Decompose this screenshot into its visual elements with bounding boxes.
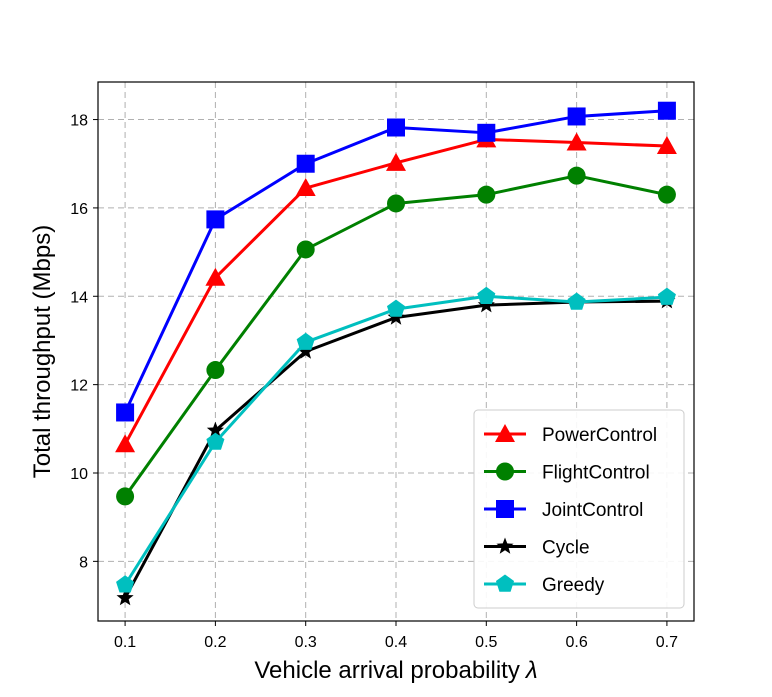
y-tick-label: 16 bbox=[70, 201, 88, 218]
x-tick-label: 0.2 bbox=[204, 634, 226, 651]
x-tick-label: 0.5 bbox=[475, 634, 497, 651]
data-point-flightcontrol bbox=[477, 185, 496, 204]
data-point-cycle bbox=[116, 589, 134, 606]
series-layer bbox=[115, 101, 677, 606]
data-point-powercontrol bbox=[115, 434, 136, 453]
legend-label-powercontrol: PowerControl bbox=[542, 425, 657, 446]
data-point-cycle bbox=[477, 296, 495, 313]
data-point-greedy bbox=[386, 299, 406, 317]
legend-item-greedy: Greedy bbox=[484, 574, 605, 596]
legend-marker-flightcontrol bbox=[496, 462, 514, 481]
x-tick-label: 0.4 bbox=[385, 634, 407, 651]
y-tick-label: 14 bbox=[70, 289, 88, 306]
legend-label-jointcontrol: JointControl bbox=[542, 500, 643, 521]
data-point-flightcontrol bbox=[116, 487, 135, 506]
axis-ticks: 0.1 0.2 0.3 0.4 0.5 0.6 0.7 8 10 12 14 16 18 bbox=[70, 113, 678, 651]
data-point-powercontrol bbox=[656, 136, 677, 155]
legend-item-jointcontrol: JointControl bbox=[484, 500, 643, 521]
data-point-flightcontrol bbox=[206, 361, 225, 380]
legend-item-powercontrol: PowerControl bbox=[484, 424, 657, 446]
data-point-powercontrol bbox=[295, 178, 316, 197]
legend-marker-jointcontrol bbox=[496, 500, 514, 518]
data-point-jointcontrol bbox=[657, 101, 676, 120]
data-point-jointcontrol bbox=[477, 123, 496, 142]
data-point-flightcontrol bbox=[657, 185, 676, 204]
legend-label-flightcontrol: FlightControl bbox=[542, 463, 650, 484]
data-point-jointcontrol bbox=[296, 154, 315, 173]
y-tick-label: 10 bbox=[70, 466, 88, 483]
legend-marker-cycle bbox=[496, 537, 514, 554]
data-point-cycle bbox=[297, 342, 315, 359]
x-axis-label-symbol: λ bbox=[524, 657, 538, 684]
series-jointcontrol bbox=[116, 101, 676, 422]
legend-marker-greedy bbox=[495, 574, 515, 592]
data-point-greedy bbox=[567, 292, 586, 310]
x-axis-label-text: Vehicle arrival probability bbox=[254, 657, 519, 684]
y-tick-label: 12 bbox=[70, 378, 88, 395]
data-point-flightcontrol bbox=[296, 240, 315, 259]
x-tick-label: 0.6 bbox=[565, 634, 587, 651]
legend-item-flightcontrol: FlightControl bbox=[484, 462, 650, 484]
data-point-greedy bbox=[657, 287, 676, 305]
data-point-greedy bbox=[477, 286, 496, 304]
legend-item-cycle: Cycle bbox=[484, 537, 590, 559]
data-point-cycle bbox=[206, 421, 224, 438]
legend: PowerControl FlightControl JointControl Cyc… bbox=[473, 409, 685, 609]
data-point-greedy bbox=[206, 432, 225, 450]
y-tick-label: 8 bbox=[79, 554, 88, 571]
data-point-greedy bbox=[116, 575, 135, 593]
data-point-jointcontrol bbox=[387, 118, 405, 137]
legend-marker-powercontrol bbox=[495, 424, 515, 442]
data-point-jointcontrol bbox=[116, 403, 135, 422]
x-tick-label: 0.7 bbox=[656, 634, 678, 651]
data-point-jointcontrol bbox=[567, 107, 586, 126]
legend-label-cycle: Cycle bbox=[542, 538, 590, 559]
x-axis-label: Vehicle arrival probability λ bbox=[254, 657, 537, 684]
legend-box bbox=[473, 409, 685, 609]
data-point-powercontrol bbox=[386, 152, 406, 171]
y-axis-label: Total throughput (Mbps) bbox=[29, 225, 56, 478]
y-tick-label: 18 bbox=[70, 113, 88, 130]
legend-label-greedy: Greedy bbox=[542, 575, 605, 596]
series-flightcontrol bbox=[116, 166, 676, 506]
x-tick-label: 0.3 bbox=[295, 634, 317, 651]
data-point-powercontrol bbox=[566, 132, 587, 151]
series-greedy bbox=[116, 286, 676, 593]
data-point-flightcontrol bbox=[387, 194, 405, 213]
data-point-flightcontrol bbox=[567, 166, 586, 185]
data-point-jointcontrol bbox=[206, 210, 225, 229]
x-tick-label: 0.1 bbox=[114, 634, 136, 651]
data-point-powercontrol bbox=[205, 267, 226, 286]
data-point-greedy bbox=[296, 332, 315, 350]
